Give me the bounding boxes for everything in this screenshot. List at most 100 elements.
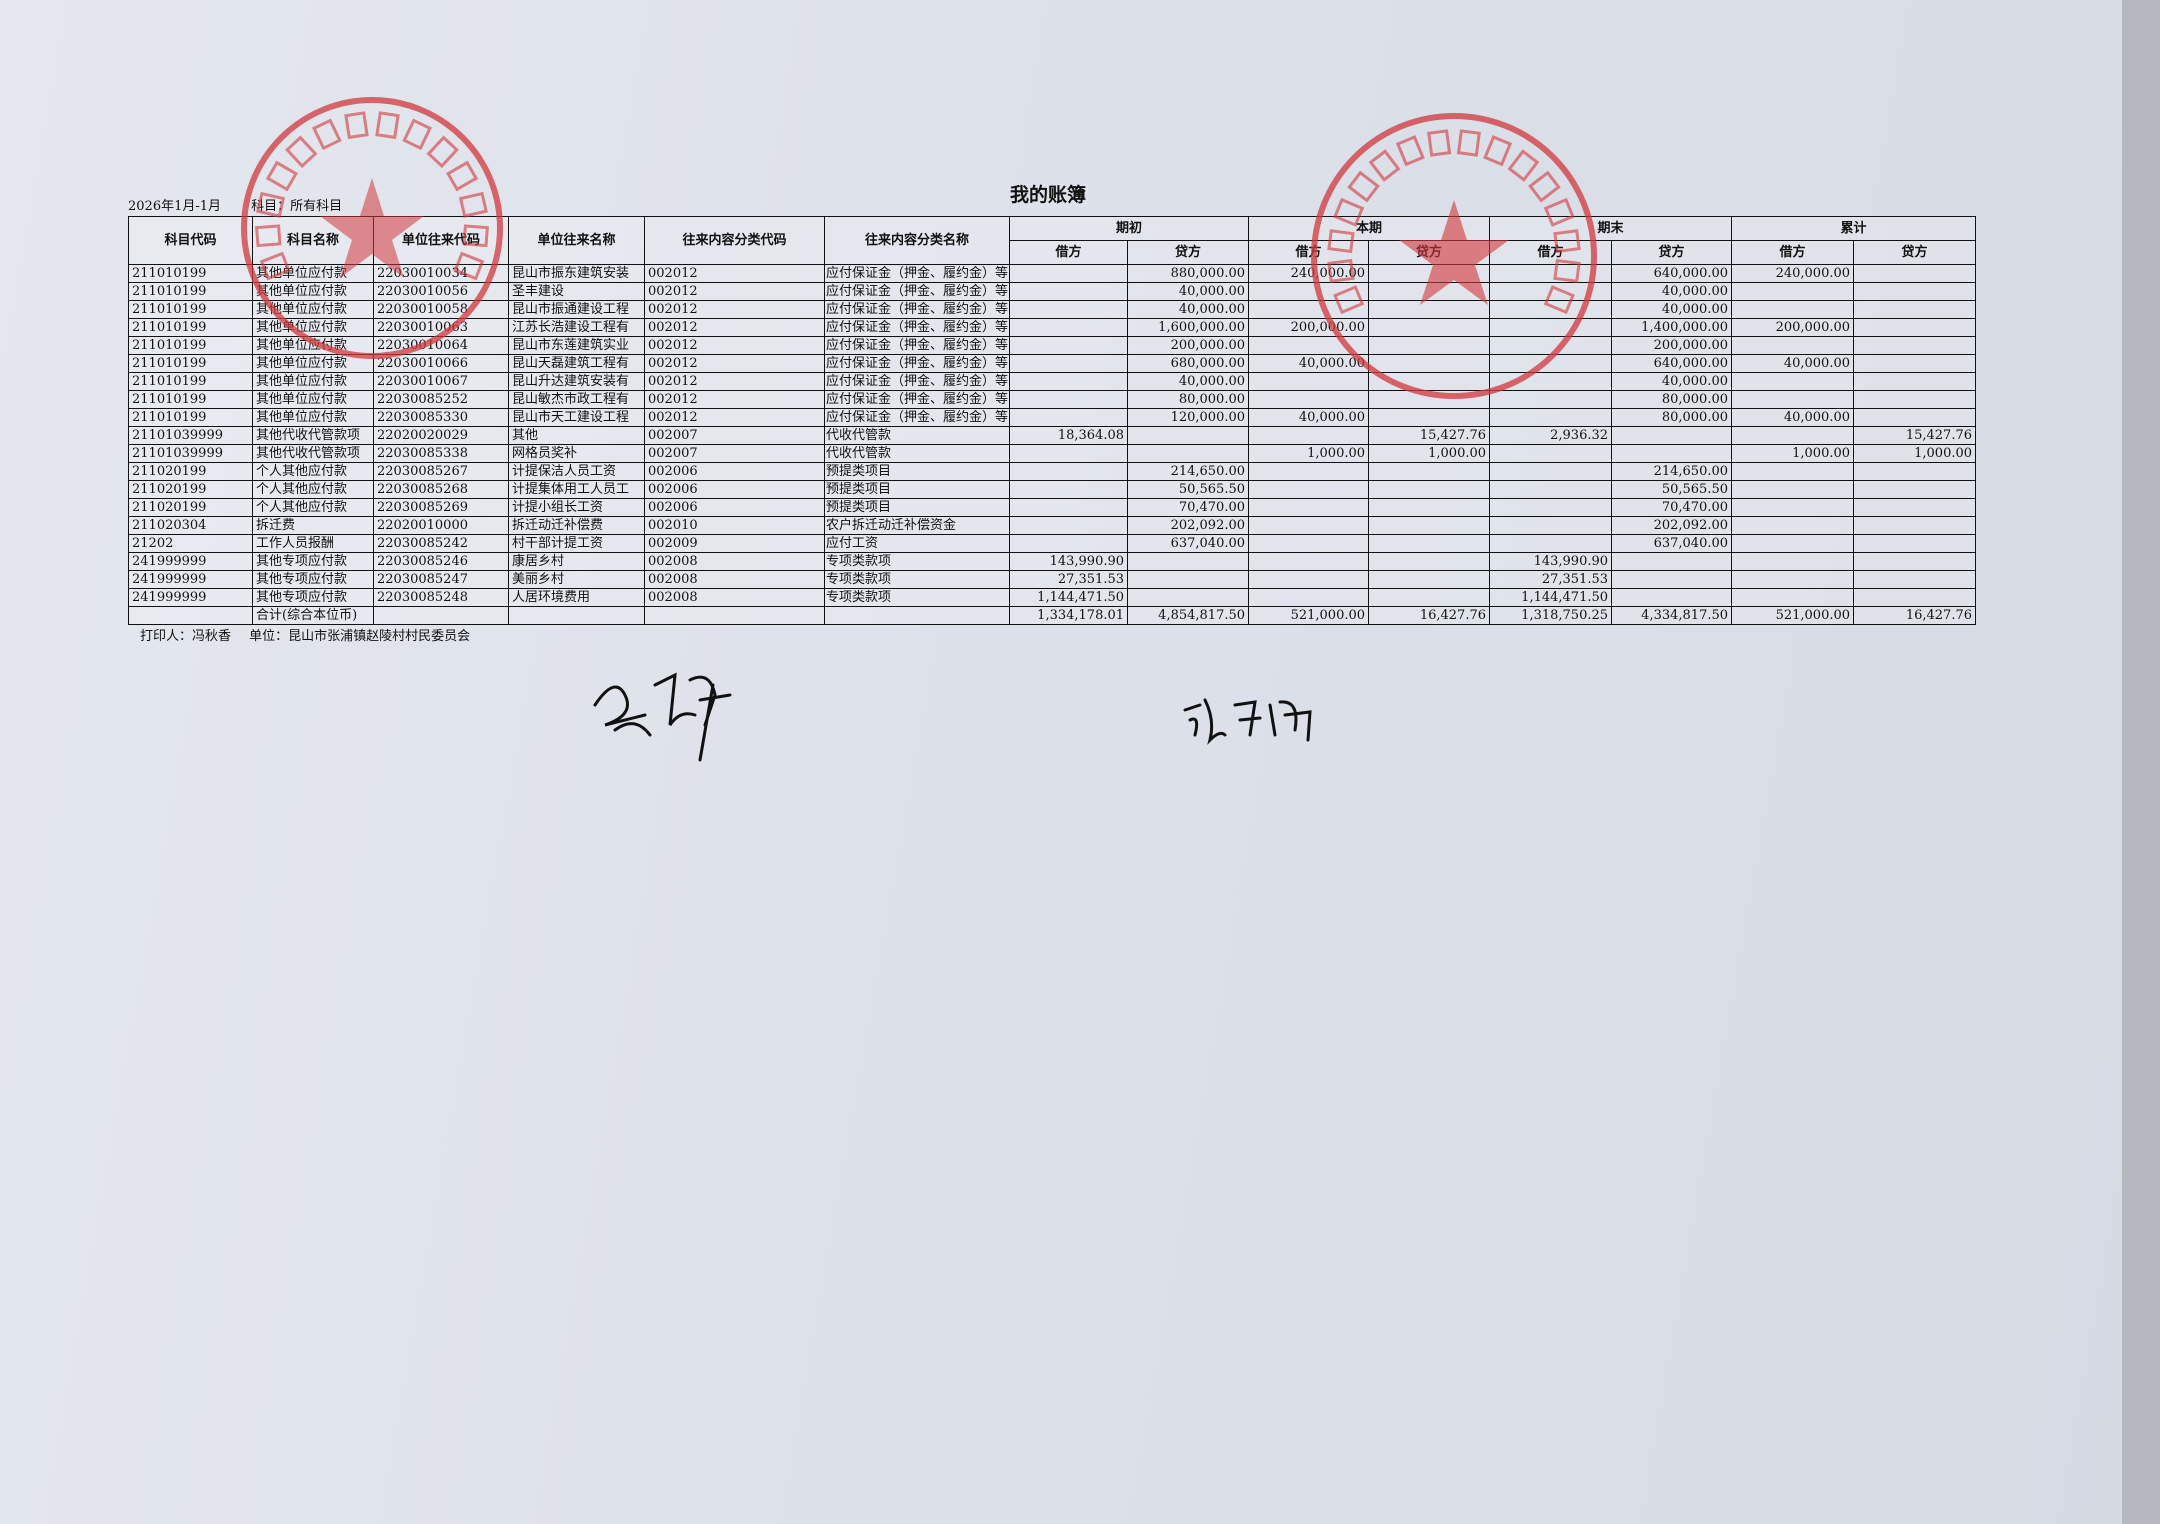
unit-label: 单位：昆山市张浦镇赵陵村村民委员会	[249, 629, 471, 644]
cell-content-code: 002012	[644, 390, 825, 409]
cell-unit-name: 康居乡村	[508, 552, 645, 571]
cell-cumulative-debit	[1731, 462, 1855, 481]
cell-content-name: 代收代管款	[823, 426, 1011, 445]
cell-unit-code: 22030010067	[373, 372, 509, 391]
cell-opening-credit	[1127, 426, 1250, 445]
cell-cumulative-debit	[1731, 480, 1855, 499]
cell-closing-credit: 637,040.00	[1611, 534, 1733, 553]
cell-content-name: 应付保证金（押金、履约金）等	[823, 390, 1011, 409]
cell-closing-debit	[1489, 264, 1613, 283]
header-name: 科目名称	[252, 216, 374, 265]
cell-closing-debit: 1,318,750.25	[1489, 606, 1613, 625]
table-row: 211010199 其他单位应付款 22030010064 昆山市东莲建筑实业 0020…	[128, 336, 1977, 355]
cell-content-code: 002012	[644, 282, 825, 301]
cell-current-debit	[1248, 570, 1370, 589]
cell-opening-credit: 637,040.00	[1127, 534, 1250, 553]
signature-1	[593, 672, 732, 762]
cell-opening-credit: 40,000.00	[1127, 300, 1250, 319]
cell-content-code: 002012	[644, 318, 825, 337]
table-row: 211010199 其他单位应付款 22030010056 圣丰建设 002012 应付保…	[128, 282, 1977, 301]
cell-code: 211020199	[128, 480, 253, 499]
cell-current-debit	[1248, 372, 1370, 391]
cell-unit-code: 22030085330	[373, 408, 509, 427]
cell-closing-debit	[1489, 516, 1613, 535]
paper-edge	[2122, 0, 2160, 1524]
cell-cumulative-debit	[1731, 426, 1855, 445]
cell-content-name: 预提类项目	[823, 498, 1011, 517]
cell-opening-debit: 1,334,178.01	[1009, 606, 1129, 625]
cell-closing-debit	[1489, 318, 1613, 337]
cell-cumulative-debit: 240,000.00	[1731, 264, 1855, 283]
cell-code: 241999999	[128, 570, 253, 589]
cell-closing-credit: 202,092.00	[1611, 516, 1733, 535]
cell-unit-code: 22030085242	[373, 534, 509, 553]
cell-content-name: 应付保证金（押金、履约金）等	[823, 264, 1011, 283]
cell-code: 211020304	[128, 516, 253, 535]
cell-current-credit	[1368, 372, 1491, 391]
cell-opening-debit	[1009, 462, 1129, 481]
cell-content-code: 002006	[644, 480, 825, 499]
cell-code: 211010199	[128, 282, 253, 301]
cell-unit-code: 22030010056	[373, 282, 509, 301]
cell-opening-credit: 680,000.00	[1127, 354, 1250, 373]
cell-current-debit	[1248, 282, 1370, 301]
header-credit: 贷方	[1127, 240, 1250, 265]
cell-cumulative-debit: 1,000.00	[1731, 444, 1855, 463]
cell-closing-credit: 214,650.00	[1611, 462, 1733, 481]
cell-content-code: 002008	[644, 588, 825, 607]
cell-current-debit: 521,000.00	[1248, 606, 1370, 625]
cell-content-code: 002012	[644, 354, 825, 373]
cell-cumulative-credit	[1853, 282, 1977, 301]
table-row: 241999999 其他专项应付款 22030085246 康居乡村 002008 专项类…	[128, 552, 1977, 571]
cell-unit-name: 昆山天磊建筑工程有	[508, 354, 645, 373]
cell-current-debit: 200,000.00	[1248, 318, 1370, 337]
cell-current-credit: 15,427.76	[1368, 426, 1491, 445]
cell-cumulative-credit	[1853, 390, 1977, 409]
cell-subject-name: 个人其他应付款	[252, 462, 374, 481]
cell-opening-debit: 18,364.08	[1009, 426, 1129, 445]
period-label: 2026年1月-1月	[128, 199, 222, 214]
cell-closing-credit: 40,000.00	[1611, 282, 1733, 301]
cell-opening-credit: 70,470.00	[1127, 498, 1250, 517]
cell-cumulative-debit	[1731, 372, 1855, 391]
cell-closing-credit	[1611, 426, 1733, 445]
ledger-sheet: 科目代码 科目名称 单位往来代码 单位往来名称 往来内容分类代码 往来内容分类名…	[128, 216, 1977, 645]
cell-opening-credit	[1127, 570, 1250, 589]
cell-content-name: 代收代管款	[823, 444, 1011, 463]
cell-subject-name: 其他单位应付款	[252, 336, 374, 355]
cell-unit-code: 22030085268	[373, 480, 509, 499]
cell-closing-debit	[1489, 354, 1613, 373]
cell-cumulative-credit: 1,000.00	[1853, 444, 1977, 463]
cell-opening-debit	[1009, 498, 1129, 517]
cell-cumulative-debit	[1731, 516, 1855, 535]
cell-unit-name: 计提保洁人员工资	[508, 462, 645, 481]
table-row: 211010199 其他单位应付款 22030010058 昆山市振通建设工程 0020…	[128, 300, 1977, 319]
cell-cumulative-credit	[1853, 462, 1977, 481]
cell-cumulative-debit: 200,000.00	[1731, 318, 1855, 337]
cell-subject-name: 其他代收代管款项	[252, 426, 374, 445]
cell-content-code: 002006	[644, 462, 825, 481]
cell-current-debit	[1248, 300, 1370, 319]
cell-closing-credit: 80,000.00	[1611, 390, 1733, 409]
cell-cumulative-debit	[1731, 534, 1855, 553]
seal-glyph-mark	[402, 118, 433, 151]
header-content-code: 往来内容分类代码	[644, 216, 825, 265]
header-debit: 借方	[1731, 240, 1855, 265]
seal-glyph-mark	[285, 135, 318, 169]
cell-opening-credit: 1,600,000.00	[1127, 318, 1250, 337]
cell-current-credit	[1368, 552, 1491, 571]
cell-current-credit	[1368, 480, 1491, 499]
header-content-name: 往来内容分类名称	[823, 216, 1011, 265]
cell-closing-debit: 1,144,471.50	[1489, 588, 1613, 607]
table-row: 21101039999 其他代收代管款项 22030085338 网格员奖补 00200…	[128, 444, 1977, 463]
cell-opening-debit	[1009, 300, 1129, 319]
cell-closing-debit	[1489, 372, 1613, 391]
cell-unit-code: 22030085248	[373, 588, 509, 607]
cell-closing-credit	[1611, 552, 1733, 571]
cell-closing-credit: 200,000.00	[1611, 336, 1733, 355]
header-unit-name: 单位往来名称	[508, 216, 645, 265]
cell-closing-credit	[1611, 444, 1733, 463]
cell-unit-name: 拆迁动迁补偿费	[508, 516, 645, 535]
cell-unit-name: 计提集体用工人员工	[508, 480, 645, 499]
cell-cumulative-credit	[1853, 264, 1977, 283]
